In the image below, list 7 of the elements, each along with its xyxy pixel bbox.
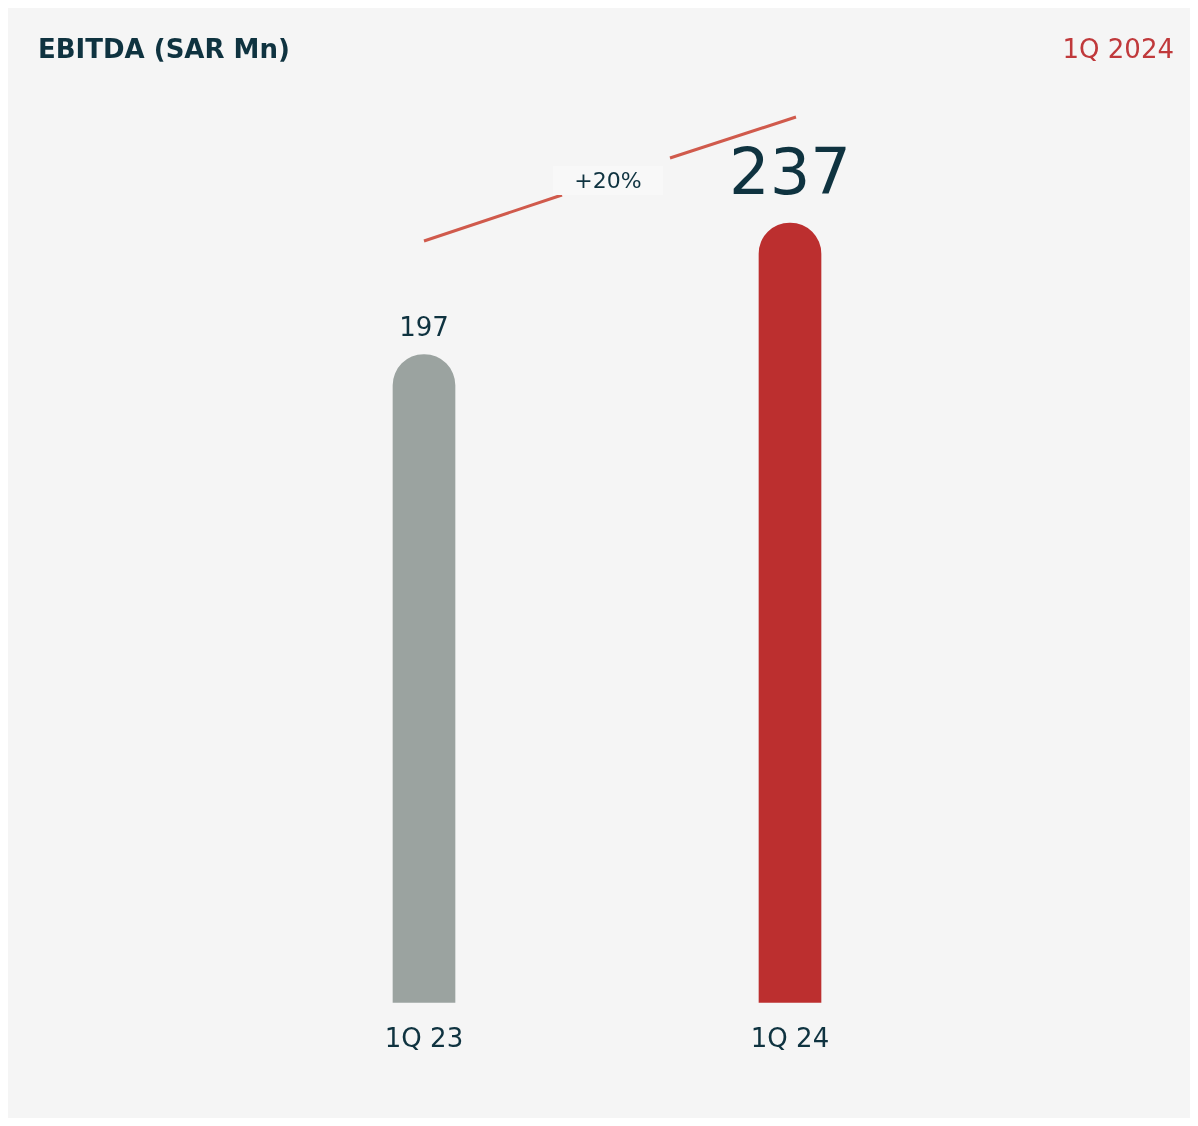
chart-title: EBITDA (SAR Mn) — [38, 34, 290, 64]
data-label: 237 — [728, 134, 852, 209]
x-tick-label: 1Q 24 — [750, 1023, 830, 1054]
x-tick-label: 1Q 23 — [384, 1023, 464, 1054]
text: +20% — [553, 166, 663, 195]
data-label: 197 — [399, 312, 449, 343]
text: 1Q 2024 — [1062, 34, 1174, 64]
